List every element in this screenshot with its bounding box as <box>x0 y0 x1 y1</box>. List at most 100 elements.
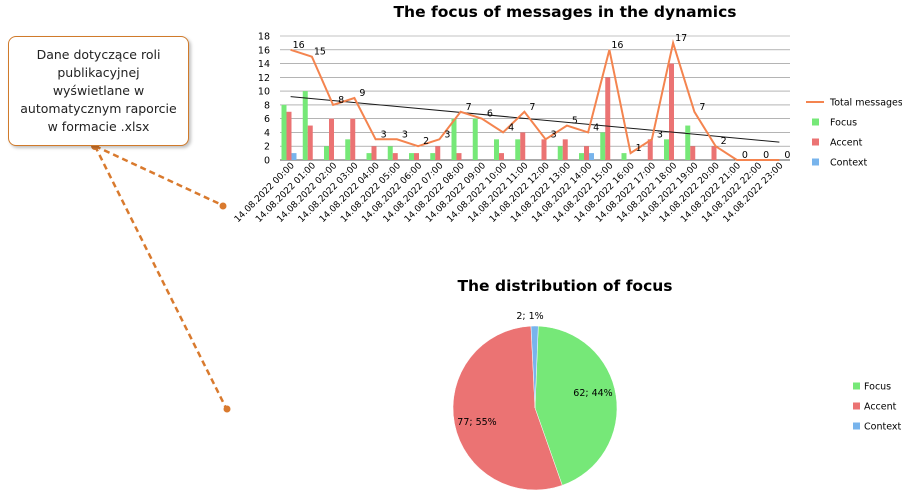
bar-focus <box>664 139 669 160</box>
pie-chart-legend: Focus Accent Context <box>853 382 901 433</box>
bar-accent <box>669 63 674 160</box>
y-tick-label: 0 <box>264 156 270 167</box>
data-label: 8 <box>338 95 344 106</box>
pie-chart-labels: 62; 44% 77; 55% 2; 1% <box>457 311 612 428</box>
data-label: 3 <box>551 129 557 140</box>
arrow-head-pie-chart <box>223 405 231 413</box>
bar-accent <box>647 139 653 160</box>
y-tick-label: 16 <box>258 45 270 56</box>
bar-focus <box>621 153 627 160</box>
pie-slice-accent <box>452 325 563 491</box>
legend-label: Focus <box>830 118 857 129</box>
bar-context <box>589 153 594 160</box>
bar-accent <box>541 139 547 160</box>
pie-label-focus: 62; 44% <box>573 388 612 399</box>
arrow-head-line-chart <box>219 202 227 210</box>
bar-focus <box>451 118 457 160</box>
pie-chart-title: The distribution of focus <box>457 277 672 295</box>
y-tick-label: 8 <box>264 100 270 111</box>
bar-accent <box>520 132 526 160</box>
y-tick-label: 2 <box>264 142 270 153</box>
data-label: 5 <box>572 116 578 127</box>
legend-swatch <box>812 118 819 126</box>
line-chart-legend: Total messages Focus Accent Context <box>806 98 902 169</box>
bar-focus <box>430 153 436 160</box>
bar-focus <box>600 132 606 160</box>
info-callout: Dane dotyczące roli publikacyjnej wyświe… <box>8 36 189 146</box>
data-label: 3 <box>402 129 408 140</box>
bar-accent <box>499 153 504 160</box>
y-tick-label: 14 <box>258 59 270 70</box>
data-label: 4 <box>593 122 599 133</box>
legend-label: Context <box>864 422 901 433</box>
line-chart-total-line <box>290 38 780 161</box>
legend-label: Context <box>830 158 867 169</box>
legend-swatch <box>853 382 860 390</box>
bar-accent <box>690 146 696 160</box>
pie-slice-focus <box>534 325 618 486</box>
bar-accent <box>414 153 419 160</box>
bar-focus <box>557 146 563 160</box>
y-tick-label: 18 <box>258 32 270 43</box>
bar-accent <box>605 77 611 160</box>
data-label: 7 <box>529 102 535 113</box>
bar-focus <box>494 139 499 160</box>
data-label: 9 <box>359 88 365 99</box>
legend-swatch <box>812 138 819 146</box>
bar-accent <box>307 125 313 160</box>
legend-label: Focus <box>864 382 891 393</box>
bar-accent <box>286 111 292 160</box>
data-label: 16 <box>611 40 623 51</box>
data-label: 0 <box>763 150 769 161</box>
data-label: 17 <box>675 33 687 44</box>
bar-accent <box>371 146 377 160</box>
y-tick-label: 6 <box>264 114 270 125</box>
legend-label: Accent <box>864 402 897 413</box>
arrow-to-pie-chart <box>93 145 228 409</box>
data-label: 16 <box>293 40 305 51</box>
data-label: 2 <box>423 136 429 147</box>
data-label: 3 <box>444 129 450 140</box>
bar-accent <box>392 153 398 160</box>
legend-label: Accent <box>830 138 863 149</box>
bar-accent <box>435 146 441 160</box>
callout-arrows <box>91 142 231 413</box>
bar-focus <box>579 153 584 160</box>
legend-label: Total messages <box>829 98 902 109</box>
trendline <box>290 96 780 143</box>
bar-focus <box>409 153 414 160</box>
bar-context <box>291 153 297 160</box>
data-label: 3 <box>381 129 387 140</box>
bar-focus <box>302 91 308 160</box>
line-chart-bars <box>281 63 717 160</box>
data-label: 4 <box>508 122 514 133</box>
bar-focus <box>387 146 393 160</box>
data-label: 0 <box>784 150 790 161</box>
data-label: 1 <box>636 143 642 154</box>
bar-focus <box>345 139 351 160</box>
bar-accent <box>350 118 356 160</box>
line-chart-data-labels: 16 15 8 9 3 3 2 3 7 6 4 7 3 5 4 16 1 3 17 7 2 0 0 0 <box>293 33 791 161</box>
pie-chart <box>452 325 618 491</box>
y-tick-label: 10 <box>258 87 270 98</box>
bar-focus <box>366 153 372 160</box>
bar-accent <box>584 146 589 160</box>
data-label: 2 <box>721 136 727 147</box>
series-total-messages <box>290 38 780 161</box>
y-tick-label: 12 <box>258 73 270 84</box>
bar-accent <box>329 118 334 160</box>
bar-accent <box>562 139 568 160</box>
arrow-to-line-chart <box>94 144 223 207</box>
legend-swatch <box>853 422 860 430</box>
line-chart-title: The focus of messages in the dynamics <box>393 3 736 21</box>
info-callout-text: Dane dotyczące roli publikacyjnej wyświe… <box>20 47 177 134</box>
data-label: 7 <box>699 102 705 113</box>
bar-accent <box>456 153 462 160</box>
bar-focus <box>324 146 329 160</box>
y-tick-label: 4 <box>264 128 270 139</box>
legend-swatch <box>853 402 860 410</box>
pie-label-accent: 77; 55% <box>457 417 496 428</box>
